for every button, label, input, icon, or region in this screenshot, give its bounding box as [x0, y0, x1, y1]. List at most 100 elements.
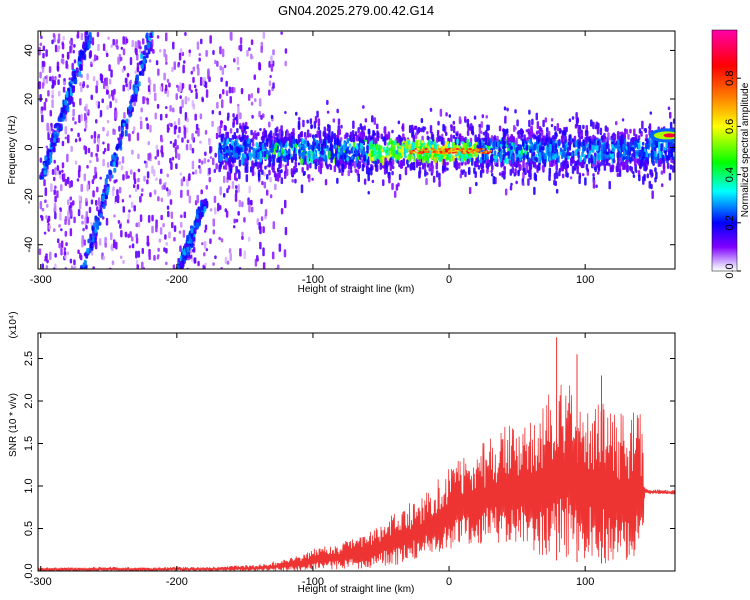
heatmap-cell	[46, 150, 50, 158]
heatmap-cell	[508, 143, 512, 147]
heatmap-cell	[84, 43, 88, 50]
heatmap-cell	[148, 152, 152, 159]
heatmap-cell	[46, 203, 49, 208]
heatmap-cell	[578, 141, 581, 149]
heatmap-cell	[280, 169, 283, 174]
heatmap-cell	[566, 163, 569, 169]
heatmap-cell	[114, 195, 118, 203]
heatmap-cell	[382, 146, 386, 153]
heatmap-cell	[429, 124, 433, 134]
heatmap-cell	[82, 268, 85, 269]
heatmap-cell	[440, 136, 444, 145]
heatmap-cell	[371, 115, 374, 123]
heatmap-cell	[70, 145, 73, 153]
heatmap-cell	[143, 160, 147, 164]
heatmap-cell	[642, 176, 645, 185]
heatmap-cell	[475, 152, 479, 158]
heatmap-cell	[71, 71, 75, 77]
heatmap-cell	[82, 227, 85, 232]
snr-x-tick-label: 100	[576, 576, 594, 588]
heatmap-cell	[191, 248, 195, 253]
heatmap-cell	[432, 150, 436, 153]
heatmap-cell	[611, 133, 615, 141]
heatmap-cell	[332, 144, 336, 149]
heatmap-cell	[354, 131, 358, 137]
heatmap-cell	[112, 161, 116, 167]
heatmap-cell	[651, 142, 654, 151]
heatmap-cell	[496, 141, 500, 147]
heatmap-cell	[250, 206, 254, 213]
heatmap-cell	[310, 144, 313, 150]
heatmap-cell	[302, 119, 305, 128]
heatmap-cell	[300, 156, 303, 166]
heatmap-cell	[57, 117, 61, 122]
heatmap-cell	[638, 128, 642, 134]
heatmap-cell	[626, 156, 629, 161]
heatmap-cell	[298, 116, 301, 121]
heatmap-cell	[81, 268, 84, 269]
heatmap-cell	[50, 142, 54, 148]
heatmap-cell	[50, 183, 53, 193]
heatmap-cell	[149, 124, 152, 133]
heatmap-cell	[105, 89, 109, 95]
heatmap-cell	[74, 121, 77, 125]
heatmap-cell	[215, 163, 218, 170]
heatmap-cell	[260, 216, 264, 222]
heatmap-cell	[377, 159, 381, 164]
heatmap-cell	[387, 142, 390, 147]
heatmap-cell	[194, 113, 197, 121]
heatmap-cell	[90, 221, 93, 226]
heatmap-cell	[209, 238, 212, 245]
heatmap-cell	[49, 251, 52, 261]
heatmap-cell	[511, 166, 515, 174]
heatmap-cell	[233, 172, 237, 181]
heatmap-cell	[267, 150, 271, 156]
spectrogram-frame	[37, 30, 676, 270]
heatmap-cell	[143, 175, 146, 182]
heatmap-cell	[64, 99, 68, 106]
heatmap-cell	[382, 136, 385, 142]
heatmap-cell	[295, 138, 298, 142]
heatmap-cell	[207, 68, 210, 75]
heatmap-cell	[400, 137, 403, 142]
heatmap-cell	[518, 135, 521, 139]
heatmap-cell	[51, 169, 55, 176]
heatmap-cell	[101, 195, 105, 202]
heatmap-cell	[114, 110, 118, 119]
heatmap-cell	[471, 157, 474, 166]
heatmap-cell	[131, 149, 134, 155]
heatmap-cell	[47, 169, 50, 173]
heatmap-cell	[146, 171, 150, 179]
heatmap-cell	[342, 144, 345, 152]
colorbar-tick-label: 0.8	[724, 71, 736, 86]
heatmap-cell	[424, 147, 428, 150]
heatmap-cell	[87, 238, 91, 244]
heatmap-cell	[306, 163, 309, 171]
heatmap-cell	[72, 200, 75, 206]
heatmap-cell	[516, 119, 519, 127]
heatmap-cell	[155, 144, 159, 150]
heatmap-cell	[45, 253, 48, 260]
heatmap-cell	[97, 43, 100, 52]
heatmap-cell	[262, 247, 265, 257]
heatmap-cell	[309, 133, 312, 138]
heatmap-cell	[194, 88, 198, 93]
heatmap-cell	[51, 94, 54, 99]
heatmap-cell	[623, 161, 626, 171]
heatmap-cell	[205, 248, 209, 252]
heatmap-cell	[223, 64, 227, 69]
heatmap-cell	[261, 143, 265, 150]
heatmap-cell	[95, 80, 99, 86]
heatmap-cell	[54, 263, 57, 269]
heatmap-cell	[104, 178, 108, 186]
heatmap-cell	[106, 186, 110, 193]
heatmap-cell	[614, 120, 618, 126]
heatmap-cell	[388, 175, 391, 184]
spectrogram-x-ticks: -300 -200 -100 0 100	[30, 31, 594, 286]
heatmap-cell	[120, 165, 124, 171]
heatmap-cell	[452, 125, 456, 134]
heatmap-cell	[669, 141, 673, 149]
heatmap-cell	[129, 57, 133, 66]
heatmap-cell	[514, 168, 517, 176]
heatmap-cell	[286, 136, 289, 142]
